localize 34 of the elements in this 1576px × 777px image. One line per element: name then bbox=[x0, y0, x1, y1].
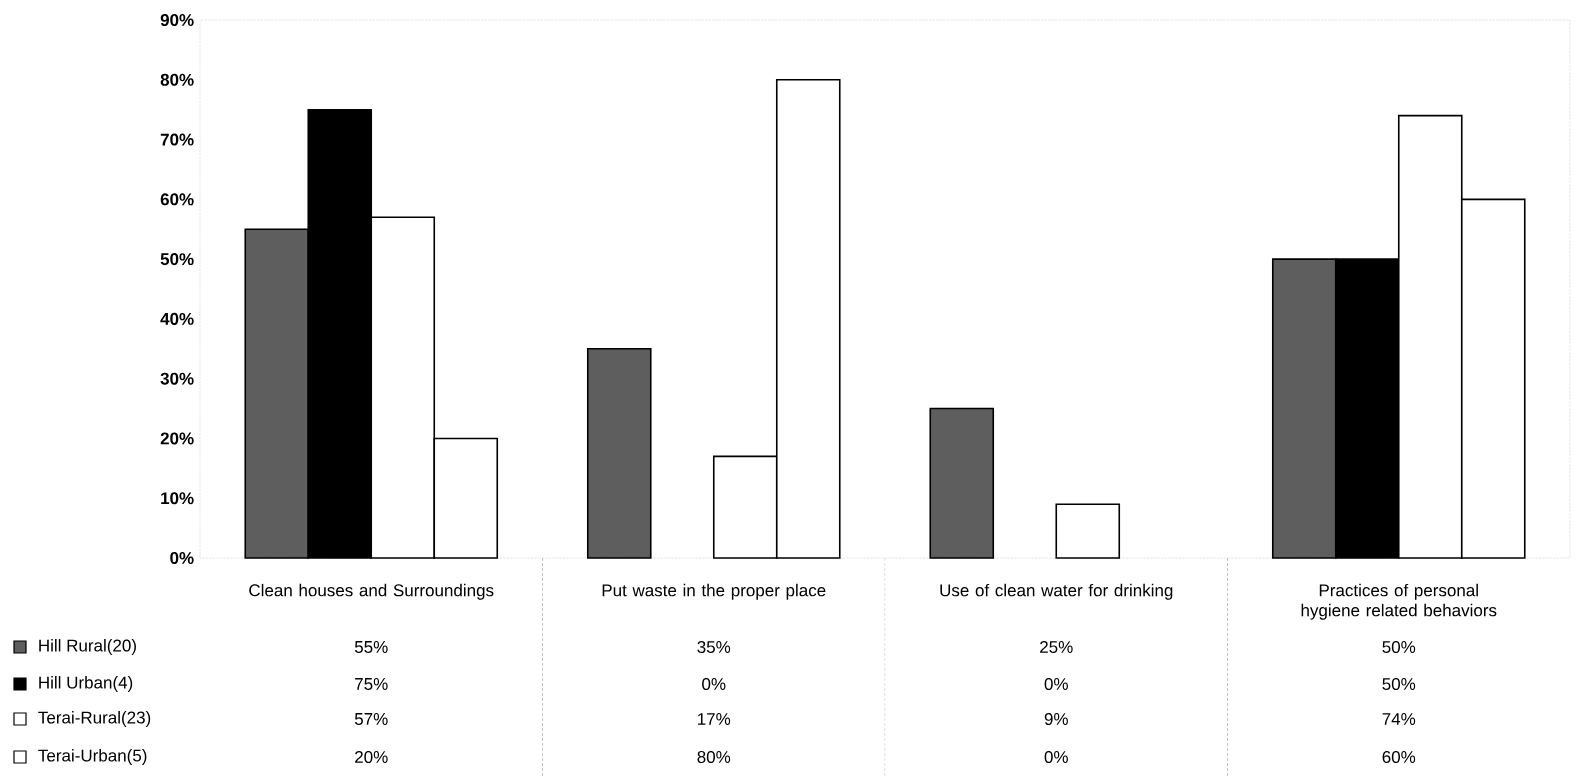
data-label: 60% bbox=[1382, 750, 1416, 764]
data-label: 35% bbox=[697, 640, 731, 654]
data-label: 17% bbox=[698, 713, 731, 725]
x-tick-label: Clean houses and Surroundings bbox=[249, 583, 494, 600]
x-tick-label: Practices of personal hygiene related behaviors bbox=[1301, 583, 1497, 620]
data-label: 9% bbox=[1044, 712, 1068, 726]
data-label: 0% bbox=[1044, 677, 1068, 691]
y-tick-label: 80% bbox=[160, 73, 194, 86]
x-tick-label: Use of clean water for drinking bbox=[940, 583, 1173, 600]
data-label: 55% bbox=[354, 641, 388, 653]
data-label: 80% bbox=[697, 750, 731, 764]
legend-label: Hill Urban(4) bbox=[39, 676, 133, 692]
data-label: 75% bbox=[355, 678, 388, 690]
data-label: 25% bbox=[1040, 640, 1073, 654]
y-tick-label: 40% bbox=[160, 312, 194, 325]
x-tick-label: Put waste in the proper place bbox=[602, 583, 826, 600]
y-tick-label: 30% bbox=[160, 372, 194, 385]
data-label: 0% bbox=[1044, 750, 1068, 764]
data-label: 50% bbox=[1382, 640, 1416, 654]
data-label: 74% bbox=[1382, 713, 1416, 725]
y-tick-label: 50% bbox=[160, 253, 194, 266]
y-tick-label: 10% bbox=[161, 492, 194, 505]
data-label: 57% bbox=[354, 713, 388, 725]
y-tick-label: 20% bbox=[160, 432, 194, 445]
y-tick-label: 0% bbox=[170, 551, 194, 565]
legend-label: Hill Rural(20) bbox=[39, 639, 136, 655]
y-tick-label: 90% bbox=[160, 13, 194, 27]
data-label: 20% bbox=[355, 750, 388, 764]
data-label: 0% bbox=[702, 677, 726, 691]
data-label: 50% bbox=[1382, 677, 1416, 691]
y-tick-label: 70% bbox=[160, 133, 194, 146]
y-tick-label: 60% bbox=[160, 193, 194, 206]
legend-label: Terai-Urban(5) bbox=[38, 749, 147, 765]
legend-label: Terai-Rural(23) bbox=[38, 711, 151, 727]
